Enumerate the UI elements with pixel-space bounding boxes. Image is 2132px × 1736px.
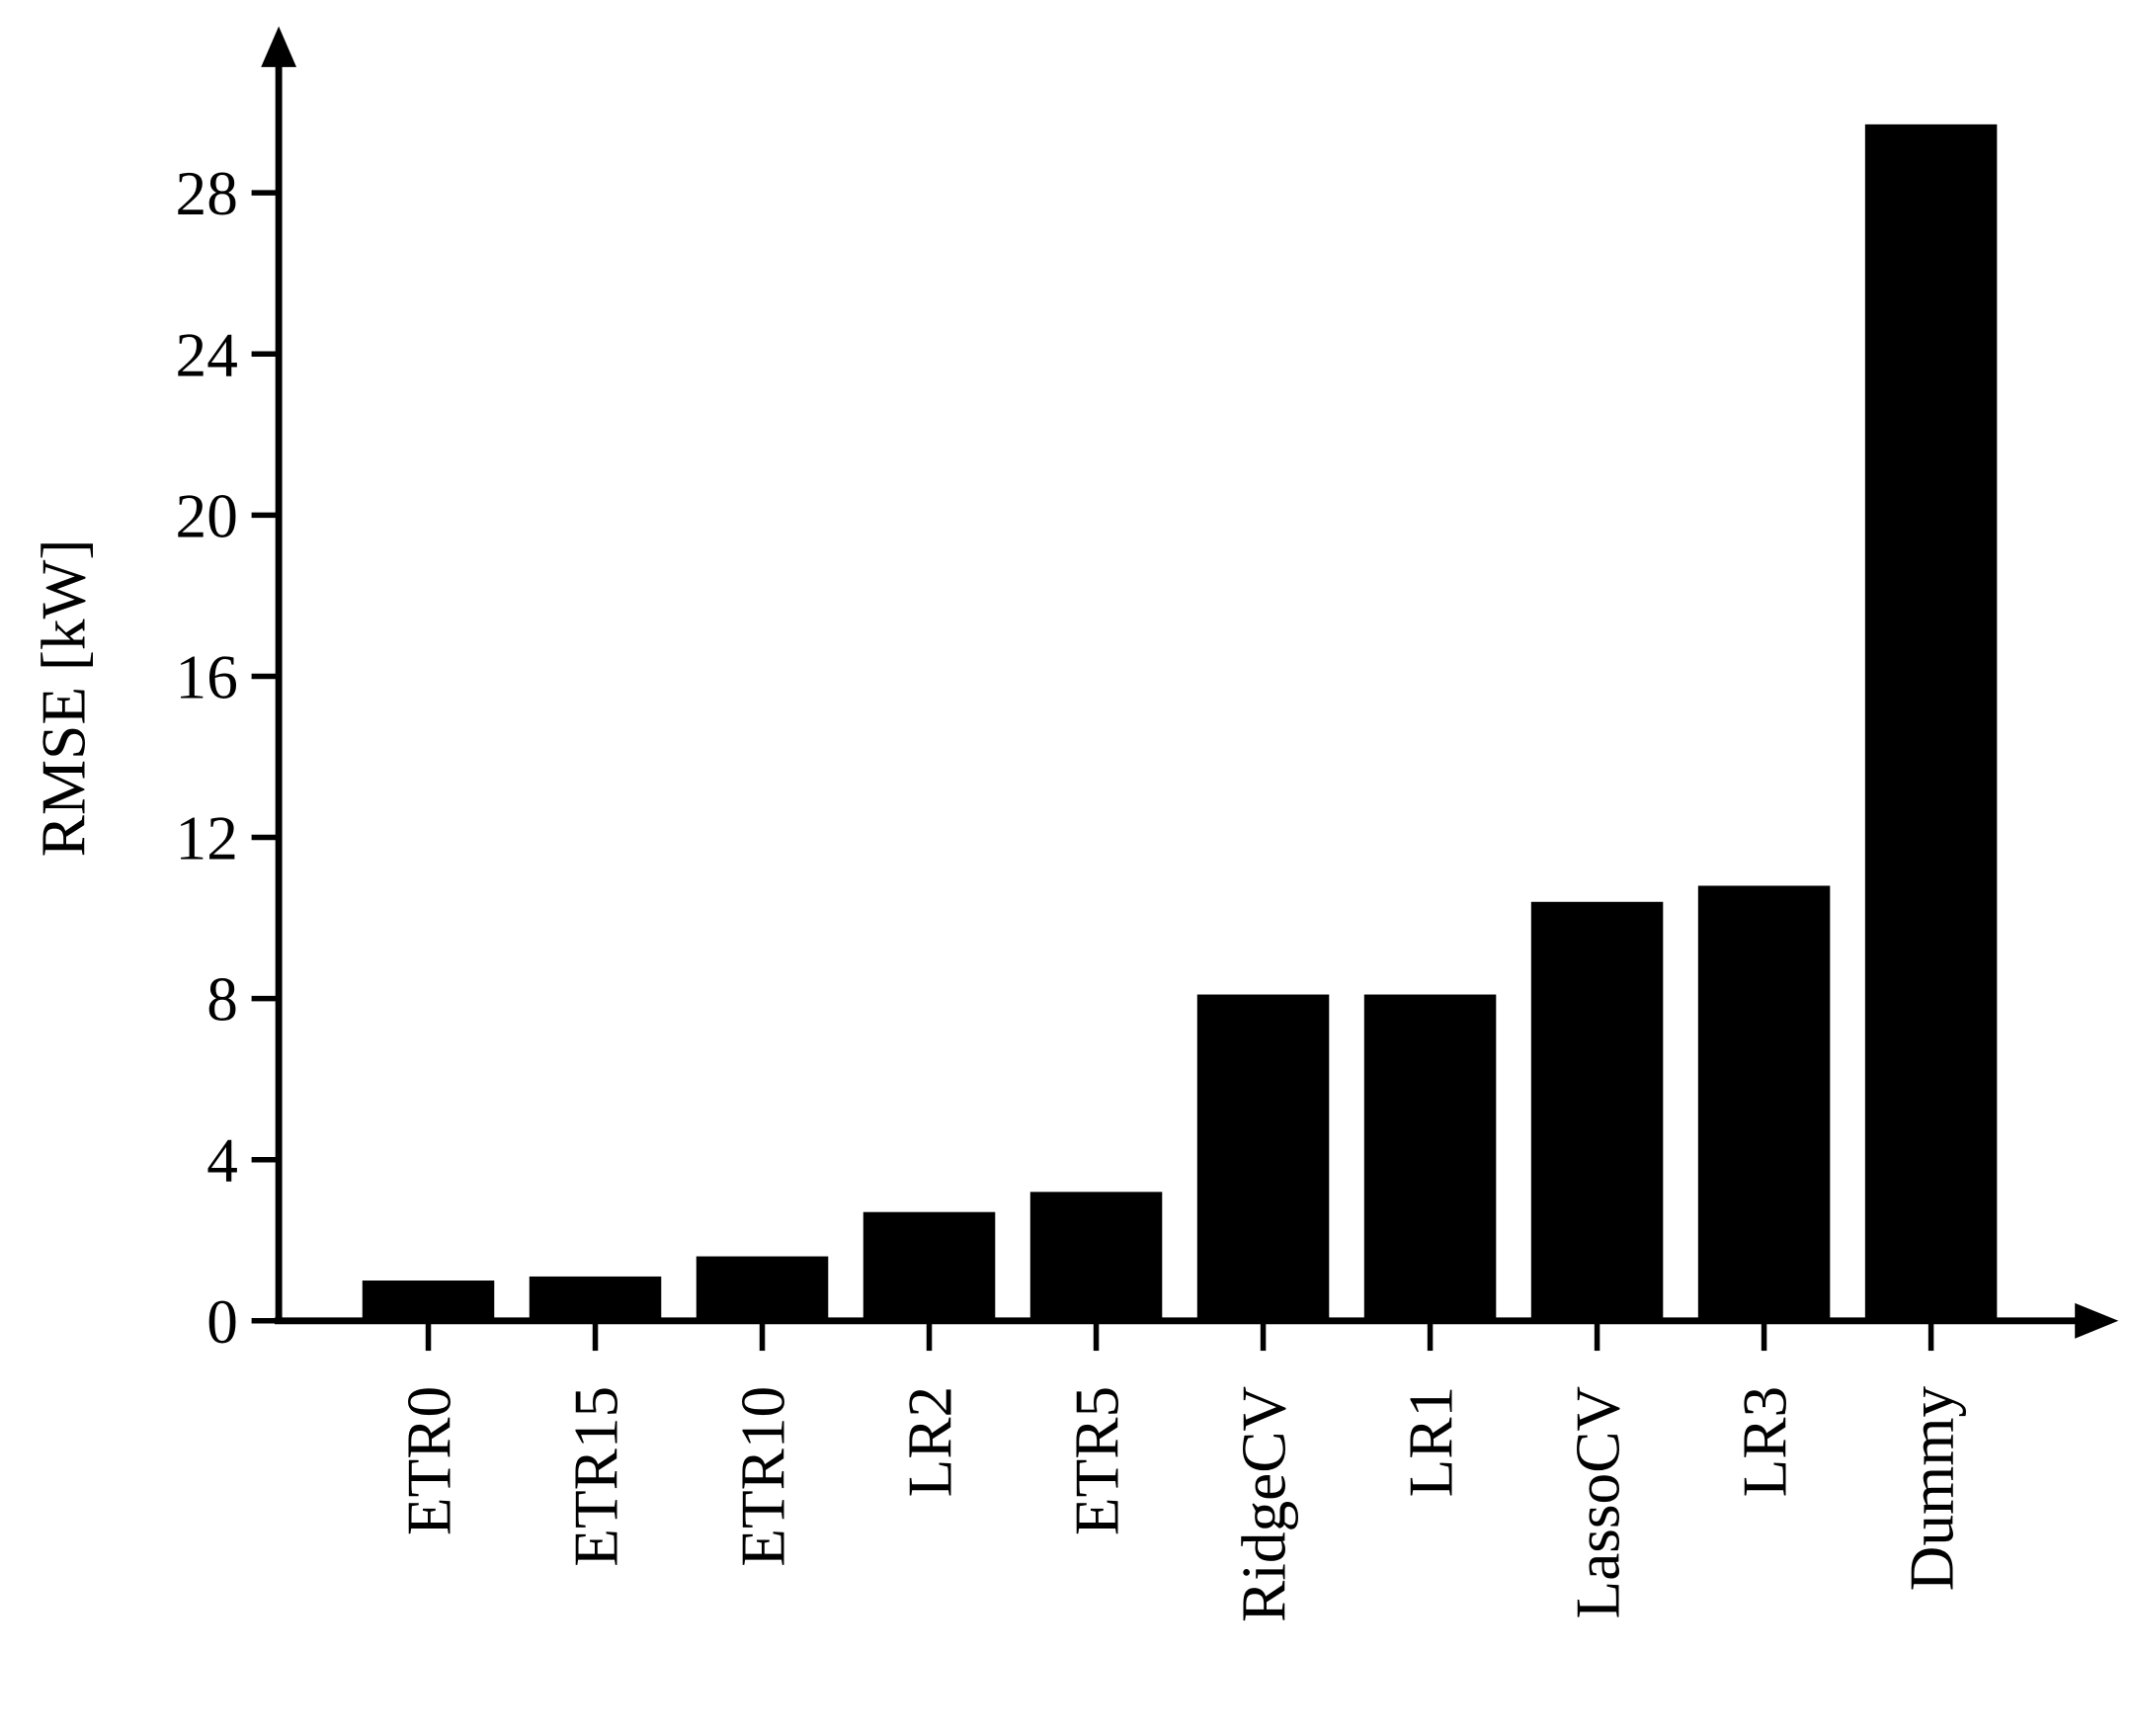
y-tick-label: 8 — [206, 965, 238, 1034]
x-tick-label: RidgeCV — [1230, 1386, 1299, 1622]
x-tick-label: LR3 — [1731, 1386, 1800, 1498]
x-tick-label: LR2 — [896, 1386, 965, 1498]
bar — [696, 1256, 829, 1321]
x-tick-label: ETR5 — [1063, 1386, 1132, 1535]
y-axis-label: RMSE [kW] — [29, 539, 98, 858]
y-tick-label: 20 — [176, 481, 238, 550]
x-tick-label: Dummy — [1898, 1386, 1967, 1592]
bar — [862, 1211, 996, 1321]
y-tick-label: 16 — [176, 642, 238, 711]
y-tick-label: 24 — [176, 320, 238, 389]
x-tick-label: ETR15 — [562, 1386, 631, 1567]
bar — [1697, 885, 1831, 1321]
y-tick-label: 4 — [206, 1126, 238, 1196]
y-axis-arrow — [261, 26, 297, 67]
bar — [1530, 901, 1664, 1321]
x-tick-label: ETR10 — [729, 1386, 798, 1567]
bar — [362, 1281, 495, 1321]
y-tick-label: 0 — [206, 1287, 238, 1357]
y-tick-label: 12 — [176, 804, 238, 873]
x-tick-label: LR1 — [1397, 1386, 1466, 1498]
y-tick-label: 28 — [176, 159, 238, 228]
x-tick-label: LassoCV — [1564, 1386, 1633, 1619]
x-tick-label: ETR0 — [395, 1386, 464, 1535]
x-axis-arrow — [2075, 1302, 2119, 1339]
bar — [529, 1276, 662, 1321]
bar — [1029, 1192, 1163, 1321]
bar — [1196, 994, 1330, 1321]
bar — [1864, 124, 1998, 1321]
bar — [1363, 994, 1497, 1321]
